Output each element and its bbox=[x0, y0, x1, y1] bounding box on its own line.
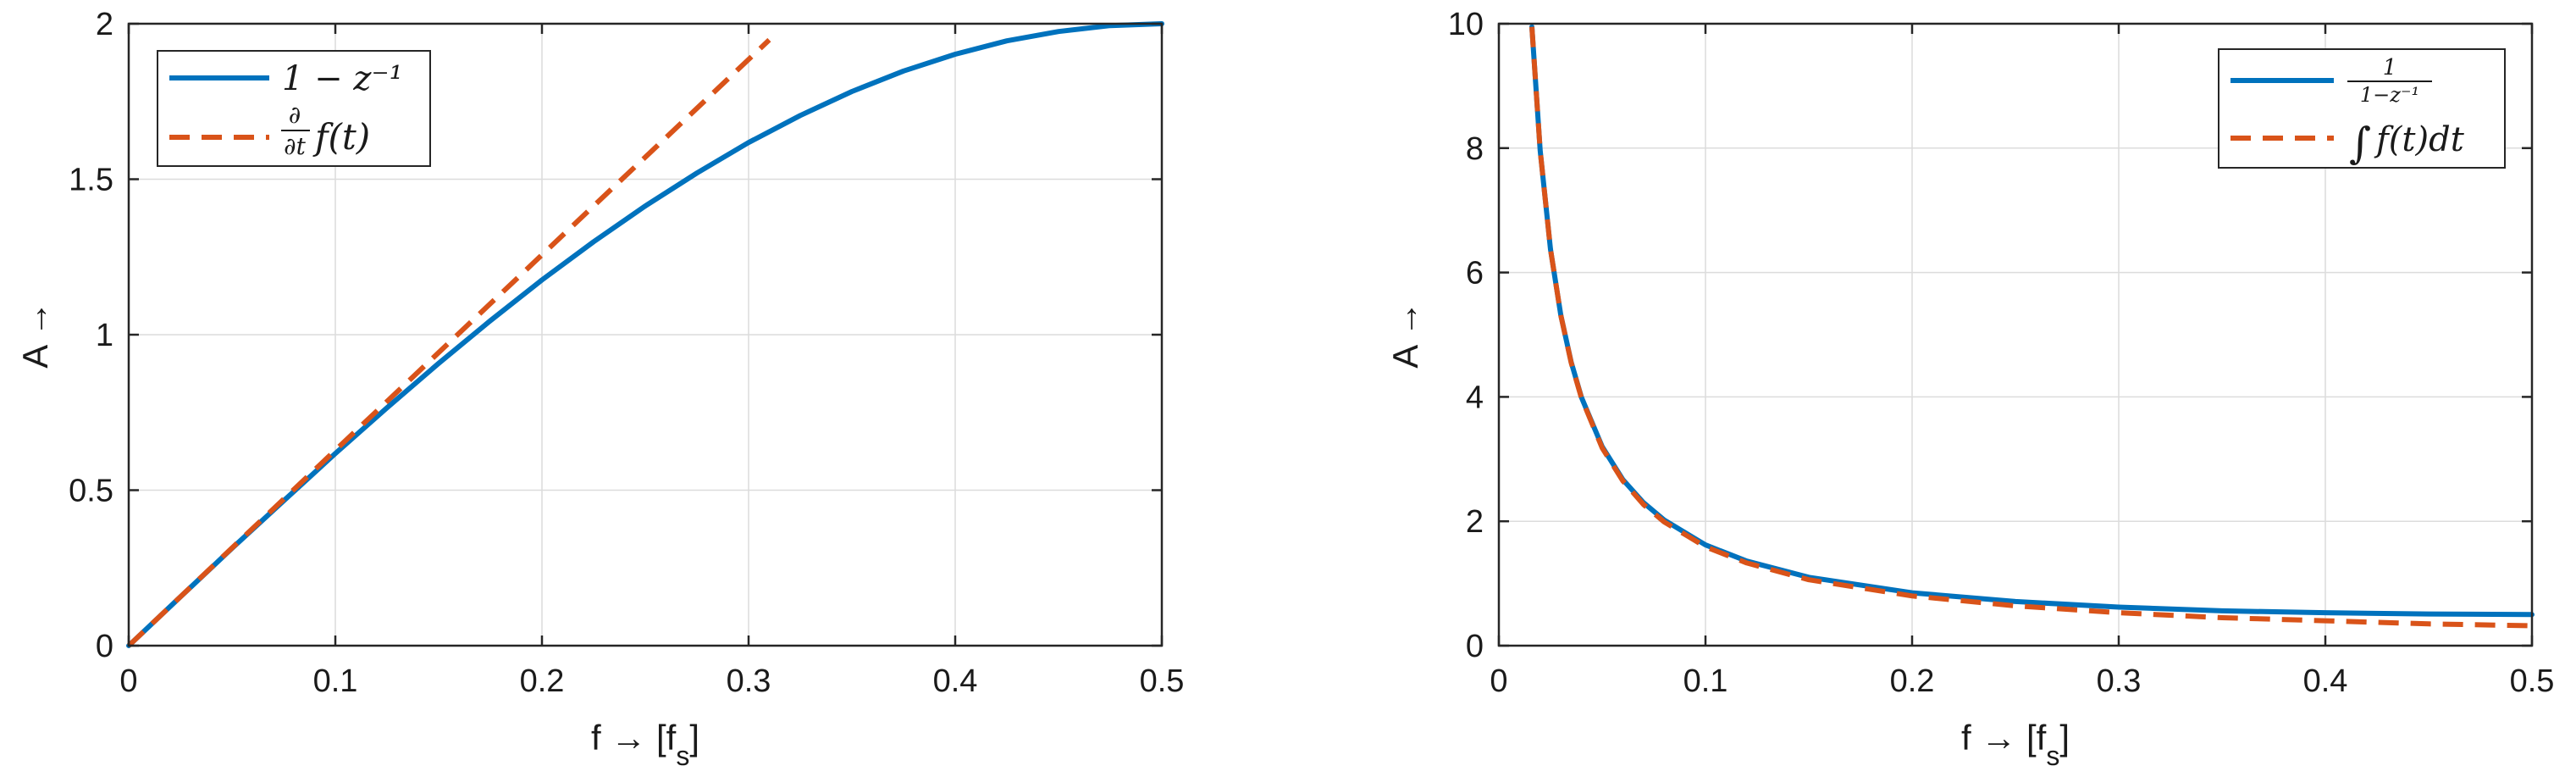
left-y-tick-label: 2 bbox=[96, 7, 113, 42]
right-ticks bbox=[1497, 22, 2534, 647]
right-axes-box bbox=[1497, 22, 2534, 647]
left-ticks bbox=[127, 22, 1164, 647]
right-y-tick-label: 0 bbox=[1466, 629, 1484, 664]
left-y-tick-label: 0.5 bbox=[69, 474, 113, 509]
left-series-layer bbox=[126, 21, 1164, 648]
right-y-tick-label: 8 bbox=[1466, 131, 1484, 167]
left-y-tick-label: 0 bbox=[96, 629, 113, 664]
right-x-tick-label: 0.4 bbox=[2303, 663, 2348, 699]
right-x-tick-label: 0.5 bbox=[2510, 663, 2555, 699]
left-x-tick-label: 0 bbox=[119, 663, 137, 699]
left-x-tick-label: 0.3 bbox=[727, 663, 771, 699]
left-legend-box bbox=[157, 50, 431, 167]
right-x-tick-label: 0.2 bbox=[1890, 663, 1935, 699]
svg-text:∂t: ∂t bbox=[284, 132, 306, 160]
right-x-axis-label: f → [fs] bbox=[1961, 718, 2070, 771]
right-x-tick-label: 0 bbox=[1490, 663, 1507, 699]
svg-text:f(t): f(t) bbox=[312, 116, 370, 158]
left-chart: 0 0.1 0.2 0.3 0.4 0.5 0 0.5 1 1.5 2 f → [fs] A → 1… bbox=[15, 7, 1184, 771]
right-x-tick-label: 0.1 bbox=[1683, 663, 1728, 699]
right-y-tick-label: 4 bbox=[1466, 380, 1484, 415]
right-legend-label-2-math: ∫ f(t)dt bbox=[2349, 119, 2465, 168]
left-tick-labels: 0 0.1 0.2 0.3 0.4 0.5 0 0.5 1 1.5 2 bbox=[69, 7, 1184, 699]
right-legend-box bbox=[2218, 48, 2506, 169]
left-series-dashed-orange bbox=[126, 37, 771, 648]
left-x-tick-label: 0.4 bbox=[933, 663, 978, 699]
right-legend-label-1-math: 1 1−z⁻¹ bbox=[2347, 55, 2432, 107]
left-x-tick-label: 0.2 bbox=[520, 663, 565, 699]
left-x-axis-label: f → [fs] bbox=[591, 718, 699, 771]
left-legend-label-2-math: ∂ ∂t f(t) bbox=[281, 101, 370, 160]
svg-text:1: 1 bbox=[2383, 55, 2397, 80]
svg-text:∂: ∂ bbox=[289, 101, 301, 129]
svg-text:f(t)dt: f(t)dt bbox=[2374, 120, 2465, 159]
left-y-tick-label: 1 bbox=[96, 318, 113, 353]
right-y-tick-label: 6 bbox=[1466, 256, 1484, 291]
svg-text:∫: ∫ bbox=[2349, 119, 2371, 168]
right-series-layer bbox=[1529, 24, 2535, 629]
right-y-tick-label: 2 bbox=[1466, 504, 1484, 540]
left-y-tick-label: 1.5 bbox=[69, 163, 113, 198]
right-legend: 1 1−z⁻¹ ∫ f(t)dt bbox=[2218, 48, 2506, 169]
right-x-tick-label: 0.3 bbox=[2097, 663, 2142, 699]
svg-text:1−z⁻¹: 1−z⁻¹ bbox=[2360, 83, 2419, 107]
right-y-tick-label: 10 bbox=[1448, 7, 1484, 42]
left-legend-label-1: 1 − z⁻¹ bbox=[282, 59, 403, 98]
right-y-axis-label: A → bbox=[1385, 301, 1425, 368]
left-x-tick-label: 0.5 bbox=[1140, 663, 1185, 699]
left-y-axis-label: A → bbox=[15, 301, 55, 368]
left-x-tick-label: 0.1 bbox=[313, 663, 358, 699]
right-tick-labels: 0 0.1 0.2 0.3 0.4 0.5 0 2 4 6 8 10 bbox=[1448, 7, 2555, 699]
right-series-dashed-orange bbox=[1529, 26, 2533, 629]
left-legend: 1 − z⁻¹ ∂ ∂t f(t) bbox=[157, 50, 431, 167]
right-chart: 0 0.1 0.2 0.3 0.4 0.5 0 2 4 6 8 10 f → [fs] A → 1 1… bbox=[1385, 7, 2554, 771]
